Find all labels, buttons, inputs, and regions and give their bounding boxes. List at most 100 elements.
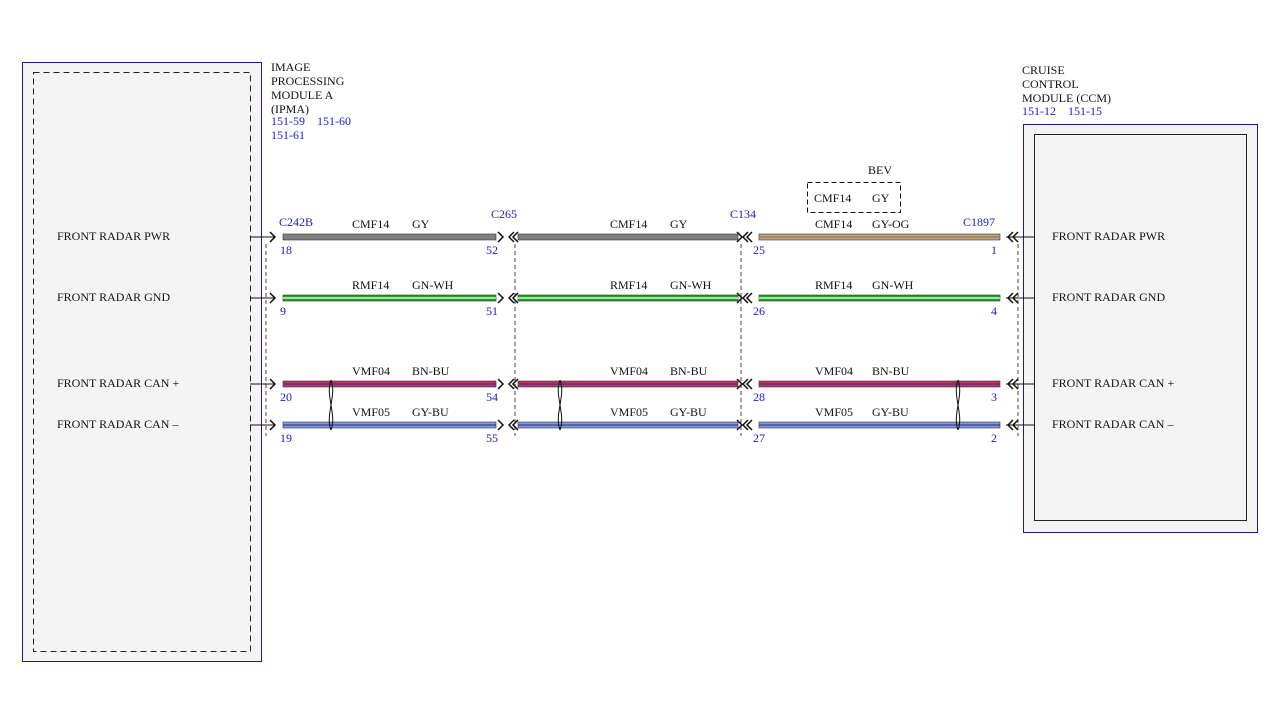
wire-circuit: VMF04 [815,364,853,378]
right-module-box [1023,124,1258,533]
pin-terminal [1011,231,1019,243]
pin-number: 55 [486,431,498,445]
pin-terminal [497,378,505,390]
signal-label: FRONT RADAR CAN + [1052,376,1174,390]
signal-label: FRONT RADAR GND [1052,290,1165,304]
module-title: (IPMA) [271,102,309,116]
wire-circuit: VMF04 [610,364,648,378]
connector-name: C265 [491,207,517,221]
twist [955,379,961,431]
left-module-inner [33,72,251,652]
wire-circuit: VMF05 [610,405,648,419]
variant-label: BEV [868,163,892,177]
signal-label: FRONT RADAR CAN – [1052,417,1174,431]
pin-number: 20 [280,390,292,404]
pin-terminal [269,292,277,304]
pin-terminal [745,231,753,243]
pin-number: 25 [753,243,765,257]
signal-label: FRONT RADAR CAN + [57,376,179,390]
module-title: PROCESSING [271,74,345,88]
pin-terminal [745,419,753,431]
pin-terminal [1006,419,1014,431]
pin-number: 28 [753,390,765,404]
module-ref: 151-12 [1022,104,1056,118]
connector-name: C134 [730,207,756,221]
variant-box [807,182,901,213]
pin-terminal [507,231,515,243]
pin-number: 3 [991,390,997,404]
wire-color: GY-BU [872,405,909,419]
module-title: CONTROL [1022,77,1079,91]
pin-terminal [1006,231,1014,243]
pin-terminal [1011,419,1019,431]
pin-number: 51 [486,304,498,318]
module-ref: 151-59 [271,114,305,128]
connector-name: C242B [279,215,313,229]
pin-number: 9 [280,304,286,318]
pin-terminal [736,378,744,390]
pin-terminal [736,292,744,304]
module-title: MODULE A [271,88,334,102]
pin-number: 54 [486,390,498,404]
signal-label: FRONT RADAR PWR [1052,229,1165,243]
wire-color: BN-BU [872,364,910,378]
module-title: CRUISE [1022,63,1065,77]
wire [517,233,739,241]
wire-color: GN-WH [412,278,454,292]
pin-terminal [497,231,505,243]
signal-label: FRONT RADAR GND [57,290,170,304]
pin-terminal [497,419,505,431]
wire-color: GY-OG [872,217,910,231]
wire-circuit: VMF05 [352,405,390,419]
module-title: MODULE (CCM) [1022,91,1111,105]
pin-terminal [745,292,753,304]
wire-color: GN-WH [872,278,914,292]
pin-number: 27 [753,431,765,445]
wire-circuit: RMF14 [815,278,852,292]
pin-number: 2 [991,431,997,445]
signal-label: FRONT RADAR CAN – [57,417,179,431]
pin-terminal [1011,378,1019,390]
wire-circuit: CMF14 [815,217,852,231]
pin-terminal [269,419,277,431]
pin-terminal [511,419,519,431]
wire-color: GY-BU [670,405,707,419]
variant-color: GY [872,191,890,205]
pin-number: 4 [991,304,997,318]
wire-circuit: CMF14 [610,217,647,231]
pin-terminal [736,231,744,243]
variant-circuit: CMF14 [814,191,851,205]
wire-circuit: VMF05 [815,405,853,419]
pin-terminal [1006,292,1014,304]
wire-circuit: CMF14 [352,217,389,231]
pin-terminal [1011,292,1019,304]
wire-color: BN-BU [670,364,708,378]
wire-color: GY [412,217,430,231]
module-title: IMAGE [271,60,310,74]
wire [282,233,497,241]
module-ref: 151-61 [271,128,305,142]
pin-terminal [269,231,277,243]
pin-terminal [511,378,519,390]
signal-label: FRONT RADAR PWR [57,229,170,243]
left-module-box [22,62,262,662]
wire-circuit: RMF14 [352,278,389,292]
wire-color: GY-BU [412,405,449,419]
pin-terminal [269,378,277,390]
twist [557,379,563,431]
connector-name: C1897 [963,215,995,229]
pin-number: 26 [753,304,765,318]
wire-color: GN-WH [670,278,712,292]
wire-circuit: RMF14 [610,278,647,292]
module-ref: 151-60 [317,114,351,128]
pin-terminal [1006,378,1014,390]
pin-terminal [745,378,753,390]
pin-terminal [736,419,744,431]
wire-color: GY [670,217,688,231]
pin-terminal [507,292,515,304]
wire-circuit: VMF04 [352,364,390,378]
twist [328,379,334,431]
pin-number: 18 [280,243,292,257]
